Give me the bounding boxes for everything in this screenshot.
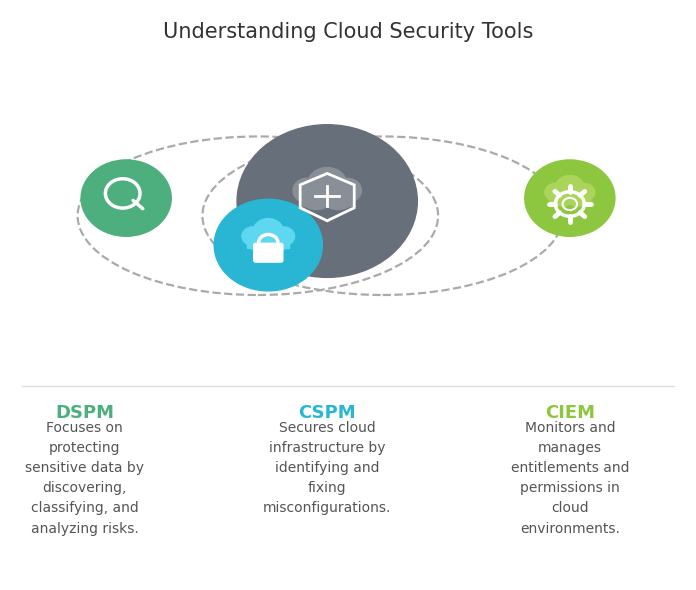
- Text: CIEM: CIEM: [545, 404, 595, 422]
- Circle shape: [545, 183, 566, 201]
- Circle shape: [555, 175, 585, 200]
- Circle shape: [299, 179, 334, 209]
- FancyBboxPatch shape: [254, 243, 283, 262]
- Circle shape: [574, 183, 595, 201]
- Circle shape: [262, 228, 290, 251]
- Text: Focuses on
protecting
sensitive data by
discovering,
classifying, and
analyzing : Focuses on protecting sensitive data by …: [25, 421, 144, 536]
- Circle shape: [333, 178, 361, 203]
- Circle shape: [214, 199, 322, 291]
- Text: Monitors and
manages
entitlements and
permissions in
cloud
environments.: Monitors and manages entitlements and pe…: [511, 421, 629, 536]
- Circle shape: [548, 184, 575, 206]
- Circle shape: [272, 227, 294, 245]
- Text: CSPM: CSPM: [299, 404, 356, 422]
- Circle shape: [525, 160, 615, 236]
- FancyBboxPatch shape: [300, 192, 354, 206]
- Circle shape: [264, 250, 272, 257]
- Circle shape: [246, 228, 274, 251]
- Text: Secures cloud
infrastructure by
identifying and
fixing
misconfigurations.: Secures cloud infrastructure by identify…: [263, 421, 391, 516]
- FancyBboxPatch shape: [550, 194, 590, 204]
- Circle shape: [308, 168, 347, 201]
- Text: Understanding Cloud Security Tools: Understanding Cloud Security Tools: [163, 22, 533, 42]
- FancyBboxPatch shape: [248, 237, 289, 248]
- Circle shape: [242, 227, 264, 245]
- Circle shape: [564, 184, 591, 206]
- Circle shape: [237, 124, 418, 277]
- Text: DSPM: DSPM: [55, 404, 114, 422]
- Circle shape: [253, 219, 283, 244]
- Circle shape: [320, 179, 356, 209]
- Circle shape: [293, 178, 322, 203]
- Circle shape: [81, 160, 171, 236]
